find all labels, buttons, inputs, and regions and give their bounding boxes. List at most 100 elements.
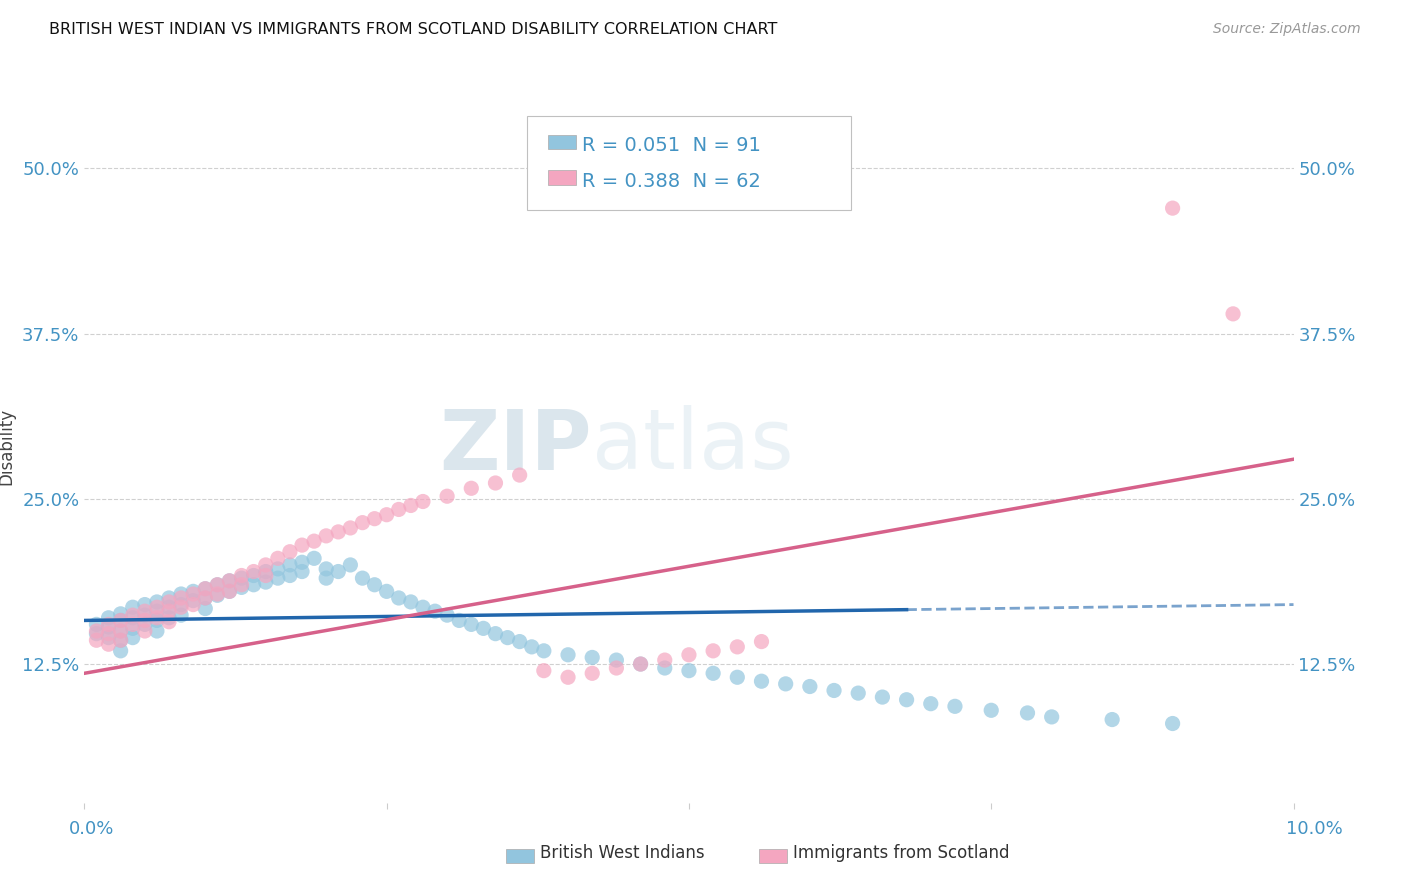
Point [242, 578, 264, 592]
Point [352, 516, 374, 530]
Point [267, 551, 290, 566]
Point [121, 617, 143, 632]
Point [254, 565, 277, 579]
Point [484, 475, 506, 490]
Point [278, 568, 301, 582]
Point [605, 653, 627, 667]
Point [146, 604, 169, 618]
Point [170, 587, 193, 601]
Point [86, 633, 108, 648]
Point [254, 568, 277, 582]
Point [170, 598, 193, 612]
Point [181, 584, 204, 599]
Point [110, 614, 132, 628]
Point [181, 598, 204, 612]
Point [484, 626, 506, 640]
Point [472, 621, 495, 635]
Point [146, 624, 169, 638]
Point [97, 611, 120, 625]
Point [654, 661, 676, 675]
Point [97, 637, 120, 651]
Y-axis label: Disability: Disability [0, 408, 15, 484]
Point [134, 617, 156, 632]
Point [110, 633, 132, 648]
Point [291, 555, 314, 569]
Point [823, 683, 845, 698]
Point [157, 604, 180, 618]
Text: R = 0.051  N = 91: R = 0.051 N = 91 [582, 136, 761, 155]
Point [352, 571, 374, 585]
Point [181, 593, 204, 607]
Point [267, 571, 290, 585]
Point [86, 617, 108, 632]
Point [630, 657, 652, 671]
Point [520, 640, 543, 654]
Point [86, 624, 108, 638]
Point [157, 591, 180, 605]
Text: British West Indians: British West Indians [540, 844, 704, 862]
Point [846, 686, 869, 700]
Point [460, 481, 482, 495]
Point [509, 468, 531, 483]
Point [231, 581, 253, 595]
Point [207, 587, 229, 601]
Point [725, 640, 748, 654]
Point [242, 568, 264, 582]
Point [218, 584, 240, 599]
Point [436, 489, 458, 503]
Point [194, 582, 217, 596]
Point [1222, 307, 1244, 321]
Point [231, 568, 253, 582]
Point [207, 578, 229, 592]
Point [194, 601, 217, 615]
Point [339, 558, 361, 572]
Point [218, 574, 240, 588]
Point [134, 598, 156, 612]
Point [388, 502, 411, 516]
Point [980, 703, 1002, 717]
Point [1161, 201, 1184, 215]
Point [170, 600, 193, 615]
Point [110, 607, 132, 621]
Point [751, 634, 773, 648]
Point [291, 538, 314, 552]
Point [509, 634, 531, 648]
Point [146, 611, 169, 625]
Point [412, 494, 434, 508]
Text: atlas: atlas [592, 406, 794, 486]
Point [97, 626, 120, 640]
Point [267, 562, 290, 576]
Point [375, 508, 398, 522]
Point [134, 624, 156, 638]
Point [702, 666, 724, 681]
Point [339, 521, 361, 535]
Text: 0.0%: 0.0% [69, 820, 114, 838]
Point [363, 511, 385, 525]
Point [194, 591, 217, 605]
Point [170, 608, 193, 623]
Point [278, 558, 301, 572]
Point [110, 614, 132, 628]
Point [97, 631, 120, 645]
Point [97, 617, 120, 632]
Point [231, 578, 253, 592]
Point [943, 699, 966, 714]
Point [654, 653, 676, 667]
Point [581, 650, 603, 665]
Point [134, 614, 156, 628]
Point [775, 677, 797, 691]
Point [254, 558, 277, 572]
Point [121, 600, 143, 615]
Point [449, 614, 471, 628]
Point [278, 545, 301, 559]
Point [218, 574, 240, 588]
Point [194, 582, 217, 596]
Point [121, 631, 143, 645]
Point [110, 624, 132, 638]
Point [751, 674, 773, 689]
Point [581, 666, 603, 681]
Point [388, 591, 411, 605]
Point [315, 571, 337, 585]
Point [134, 604, 156, 618]
Point [86, 626, 108, 640]
